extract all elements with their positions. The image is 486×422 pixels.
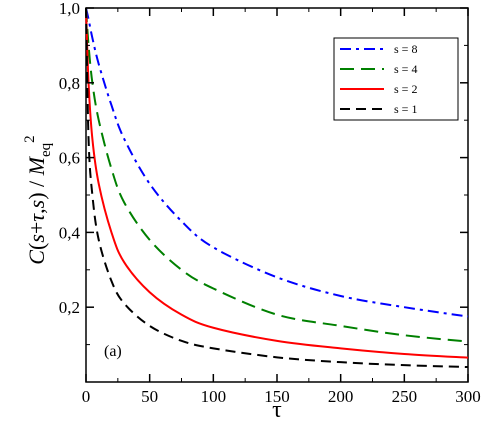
- x-tick-label: 50: [141, 387, 158, 406]
- ticks-layer: 0 50 100 150 200 250 300 0,2 0,4 0,6 0,8 1,0: [59, 0, 481, 406]
- x-tick-label: 150: [264, 387, 290, 406]
- x-tick-label: 0: [82, 387, 91, 406]
- x-tick-label: 100: [201, 387, 227, 406]
- y-tick-label: 0,8: [59, 74, 80, 93]
- y-tick-label: 1,0: [59, 0, 80, 18]
- panel-label: (a): [104, 343, 122, 360]
- legend-label: s = 1: [394, 102, 417, 116]
- legend-label: s = 2: [394, 82, 417, 96]
- x-tick-label: 250: [392, 387, 418, 406]
- y-tick-label: 0,6: [59, 149, 80, 168]
- y-tick-label: 0,4: [59, 223, 81, 242]
- series-line-3: [85, 7, 469, 359]
- legend: s = 8 s = 4 s = 2 s = 1: [333, 37, 459, 121]
- legend-box: [333, 37, 459, 121]
- y-tick-label: 0,2: [59, 298, 80, 317]
- x-tick-label: 300: [455, 387, 481, 406]
- x-tick-label: 200: [328, 387, 354, 406]
- legend-label: s = 4: [394, 62, 417, 76]
- y-axis-title: C(s+τ,s) / Meq2: [22, 135, 54, 264]
- x-axis-title: τ: [272, 397, 282, 422]
- series-line-4: [85, 7, 469, 369]
- series-line-1: [85, 7, 469, 318]
- legend-entries: s = 8 s = 4 s = 2 s = 1: [340, 42, 417, 116]
- legend-label: s = 8: [394, 42, 417, 56]
